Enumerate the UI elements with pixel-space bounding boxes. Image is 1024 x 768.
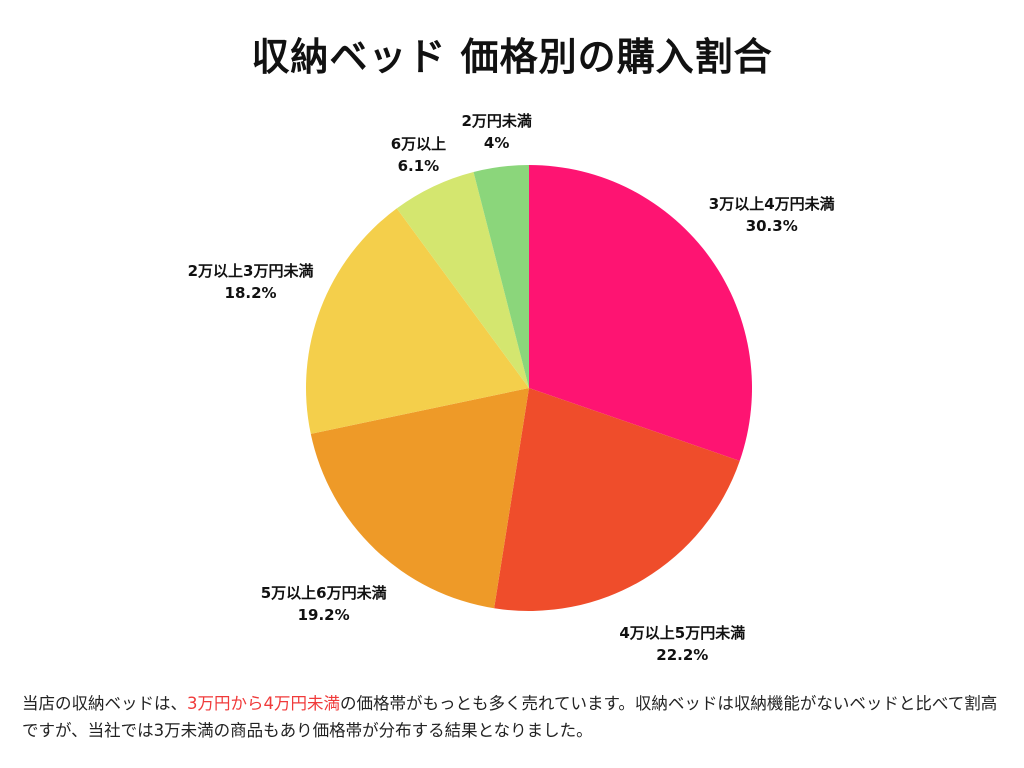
caption-text-1: 当店の収納ベッドは、 [22, 694, 187, 713]
pie-slice [529, 165, 752, 461]
pie-slice [310, 388, 529, 609]
slice-label: 4万以上5万円未満 22.2% [619, 622, 745, 666]
pie-slice [473, 165, 529, 388]
caption-text-2: の価格帯がもっとも多く売れています。収納ベッドは収納機能がないベッドと比べて割高… [22, 694, 998, 740]
pie-slice [305, 208, 529, 434]
slice-label: 6万以上 6.1% [391, 133, 446, 177]
slice-label: 2万以上3万円未満 18.2% [188, 260, 314, 304]
slice-label-value: 4% [483, 134, 510, 153]
slice-label-name: 3万以上4万円未満 [708, 195, 835, 214]
slice-label: 5万以上6万円未満 19.2% [261, 582, 387, 626]
slice-label: 2万円未満 4% [461, 110, 531, 154]
slice-label-name: 6万以上 [390, 134, 447, 153]
slice-label-value: 30.3% [745, 217, 798, 236]
slice-label-value: 22.2% [656, 645, 709, 664]
slice-label-value: 6.1% [397, 156, 440, 175]
slice-label-name: 2万以上3万円未満 [187, 261, 314, 280]
slice-label: 3万以上4万円未満 30.3% [709, 193, 835, 237]
pie-slice [396, 172, 529, 388]
chart-title: 収納ベッド 価格別の購入割合 [251, 35, 773, 79]
caption-highlight: 3万円から4万円未満 [187, 694, 340, 713]
pie-slice [494, 388, 740, 611]
slice-label-name: 2万円未満 [461, 112, 532, 131]
slice-label-value: 19.2% [297, 605, 350, 624]
caption: 当店の収納ベッドは、3万円から4万円未満の価格帯がもっとも多く売れています。収納… [22, 690, 1012, 744]
slice-label-name: 4万以上5万円未満 [619, 623, 746, 642]
slice-label-name: 5万以上6万円未満 [260, 583, 387, 602]
slice-label-value: 18.2% [224, 283, 277, 302]
